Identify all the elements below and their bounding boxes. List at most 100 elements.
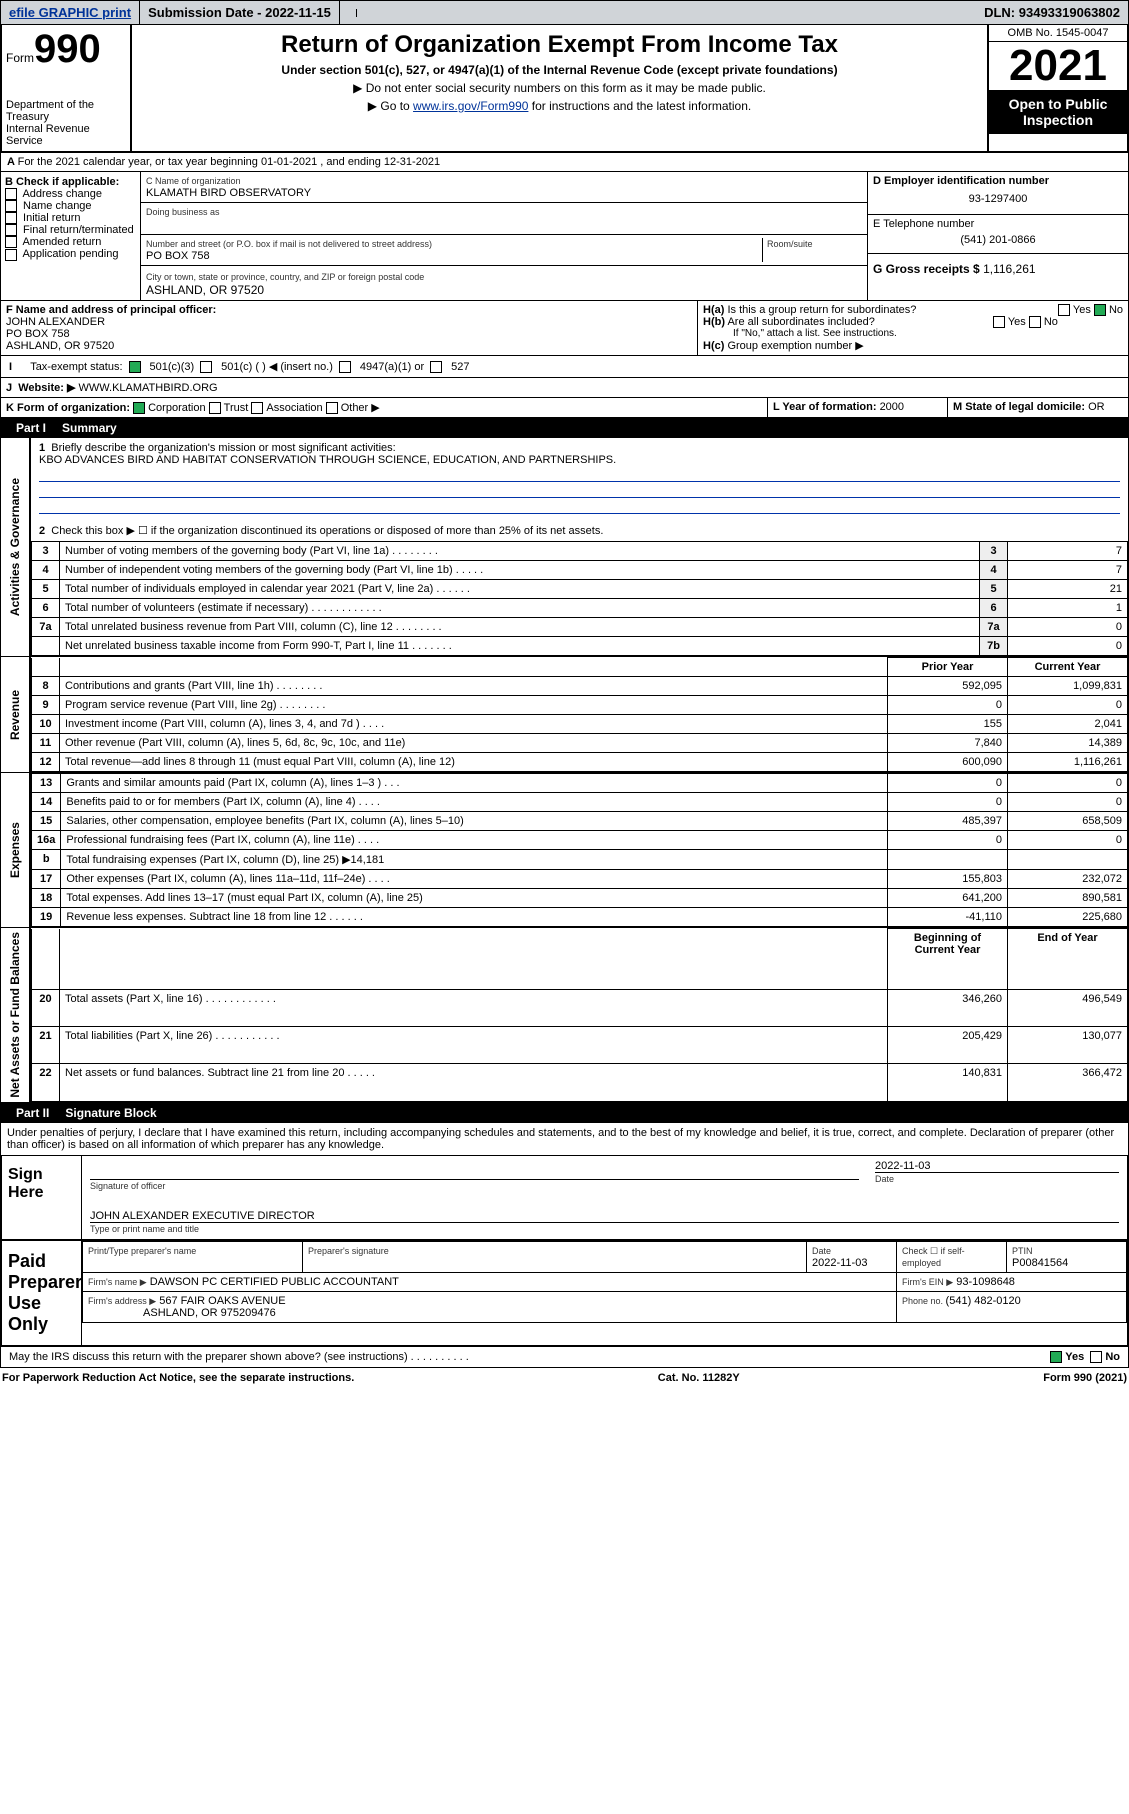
- prior-year-value: 346,260: [888, 989, 1008, 1026]
- mission-text: KBO ADVANCES BIRD AND HABITAT CONSERVATI…: [39, 454, 616, 466]
- name-label: C Name of organization: [146, 176, 241, 186]
- form-number: 990: [34, 27, 101, 71]
- irs-link[interactable]: www.irs.gov/Form990: [413, 99, 528, 113]
- officer-sig-name: JOHN ALEXANDER EXECUTIVE DIRECTOR: [90, 1200, 1119, 1223]
- firm-addr2: ASHLAND, OR 975209476: [143, 1307, 276, 1319]
- state-domicile: OR: [1088, 401, 1105, 413]
- hb-no-checkbox[interactable]: [1029, 316, 1041, 328]
- line-text: Program service revenue (Part VIII, line…: [60, 696, 888, 715]
- form-subtitle: Under section 501(c), 527, or 4947(a)(1)…: [136, 63, 983, 77]
- current-year-value: 0: [1008, 831, 1128, 850]
- line-number: 22: [32, 1064, 60, 1101]
- current-year-value: 232,072: [1008, 870, 1128, 889]
- gross-value: 1,116,261: [983, 262, 1036, 276]
- form-word: Form: [6, 51, 34, 65]
- line-text: Contributions and grants (Part VIII, lin…: [60, 677, 888, 696]
- part2-header: Part IISignature Block: [0, 1103, 1129, 1123]
- line-value: 0: [1008, 637, 1128, 656]
- prior-year-value: 592,095: [888, 677, 1008, 696]
- b-checkbox[interactable]: [5, 212, 17, 224]
- efile-link[interactable]: efile GRAPHIC print: [1, 1, 140, 24]
- line-number: 8: [32, 677, 60, 696]
- org-name: KLAMATH BIRD OBSERVATORY: [146, 187, 311, 199]
- line-number: 7a: [32, 618, 60, 637]
- prior-year-value: [888, 850, 1008, 870]
- prior-year-value: 485,397: [888, 812, 1008, 831]
- line-text: Total liabilities (Part X, line 26) . . …: [60, 1027, 888, 1064]
- current-year-value: 1,116,261: [1008, 753, 1128, 772]
- firm-addr1: 567 FAIR OAKS AVENUE: [159, 1295, 285, 1307]
- phone-label: E Telephone number: [873, 218, 974, 230]
- trust-checkbox[interactable]: [209, 402, 221, 414]
- form-header: Form990 Department of the Treasury Inter…: [0, 25, 1129, 153]
- line-value: 1: [1008, 599, 1128, 618]
- line-number: 5: [32, 580, 60, 599]
- current-year-value: 496,549: [1008, 989, 1128, 1026]
- ha-yes-checkbox[interactable]: [1058, 304, 1070, 316]
- line-number: 21: [32, 1027, 60, 1064]
- current-year-value: 658,509: [1008, 812, 1128, 831]
- box-number: 7b: [980, 637, 1008, 656]
- current-year-value: 890,581: [1008, 889, 1128, 908]
- line-text: Total assets (Part X, line 16) . . . . .…: [60, 989, 888, 1026]
- box-number: 5: [980, 580, 1008, 599]
- other-checkbox[interactable]: [326, 402, 338, 414]
- line-text: Net assets or fund balances. Subtract li…: [60, 1064, 888, 1101]
- corp-checkbox[interactable]: [133, 402, 145, 414]
- ha-no-checkbox[interactable]: [1094, 304, 1106, 316]
- hc-label: Group exemption number ▶: [727, 340, 863, 352]
- room-label: Room/suite: [767, 239, 813, 249]
- prior-year-value: 0: [888, 774, 1008, 793]
- section-b: B Check if applicable: Address change Na…: [1, 172, 141, 300]
- assoc-checkbox[interactable]: [251, 402, 263, 414]
- tax-year: 2021: [989, 42, 1127, 90]
- 4947-checkbox[interactable]: [339, 361, 351, 373]
- line-number: 4: [32, 561, 60, 580]
- 501c-checkbox[interactable]: [200, 361, 212, 373]
- b-checkbox[interactable]: [5, 200, 17, 212]
- line-text: Investment income (Part VIII, column (A)…: [60, 715, 888, 734]
- line-number: 6: [32, 599, 60, 618]
- b-checkbox[interactable]: [5, 188, 17, 200]
- current-year-value: 0: [1008, 696, 1128, 715]
- line-number: 17: [32, 870, 61, 889]
- note-link: ▶ Go to www.irs.gov/Form990 for instruct…: [136, 99, 983, 113]
- dba-label: Doing business as: [146, 207, 220, 217]
- b-checkbox[interactable]: [5, 224, 17, 236]
- hb-note: If "No," attach a list. See instructions…: [703, 328, 1123, 339]
- part1-header: Part ISummary: [0, 418, 1129, 438]
- current-year-value: 14,389: [1008, 734, 1128, 753]
- b-checkbox[interactable]: [5, 236, 17, 248]
- line-value: 7: [1008, 561, 1128, 580]
- city-label: City or town, state or province, country…: [146, 272, 424, 282]
- line-value: 7: [1008, 542, 1128, 561]
- current-year-value: 130,077: [1008, 1027, 1128, 1064]
- 527-checkbox[interactable]: [430, 361, 442, 373]
- current-year-value: 0: [1008, 793, 1128, 812]
- prep-date: 2022-11-03: [812, 1257, 867, 1269]
- discuss-no-checkbox[interactable]: [1090, 1351, 1102, 1363]
- 501c3-checkbox[interactable]: [129, 361, 141, 373]
- sidecat-revenue: Revenue: [6, 686, 24, 744]
- line-number: 16a: [32, 831, 61, 850]
- page-footer: For Paperwork Reduction Act Notice, see …: [0, 1368, 1129, 1388]
- line-number: [32, 637, 60, 656]
- line-number: 15: [32, 812, 61, 831]
- line-text: Total revenue—add lines 8 through 11 (mu…: [60, 753, 888, 772]
- sidecat-expenses: Expenses: [6, 818, 24, 882]
- org-city: ASHLAND, OR 97520: [146, 283, 264, 297]
- current-year-value: 1,099,831: [1008, 677, 1128, 696]
- firm-ein: 93-1098648: [956, 1276, 1015, 1288]
- hb-yes-checkbox[interactable]: [993, 316, 1005, 328]
- discuss-yes-checkbox[interactable]: [1050, 1351, 1062, 1363]
- b-checkbox[interactable]: [5, 249, 17, 261]
- gross-label: G Gross receipts $: [873, 262, 980, 276]
- firm-phone: (541) 482-0120: [946, 1295, 1021, 1307]
- line-number: 20: [32, 989, 60, 1026]
- line-number: 3: [32, 542, 60, 561]
- officer-name: JOHN ALEXANDER: [6, 316, 105, 328]
- prior-year-value: 0: [888, 793, 1008, 812]
- officer-label: F Name and address of principal officer:: [6, 304, 216, 316]
- line-text: Revenue less expenses. Subtract line 18 …: [61, 908, 888, 927]
- paid-preparer-label: Paid Preparer Use Only: [2, 1241, 82, 1345]
